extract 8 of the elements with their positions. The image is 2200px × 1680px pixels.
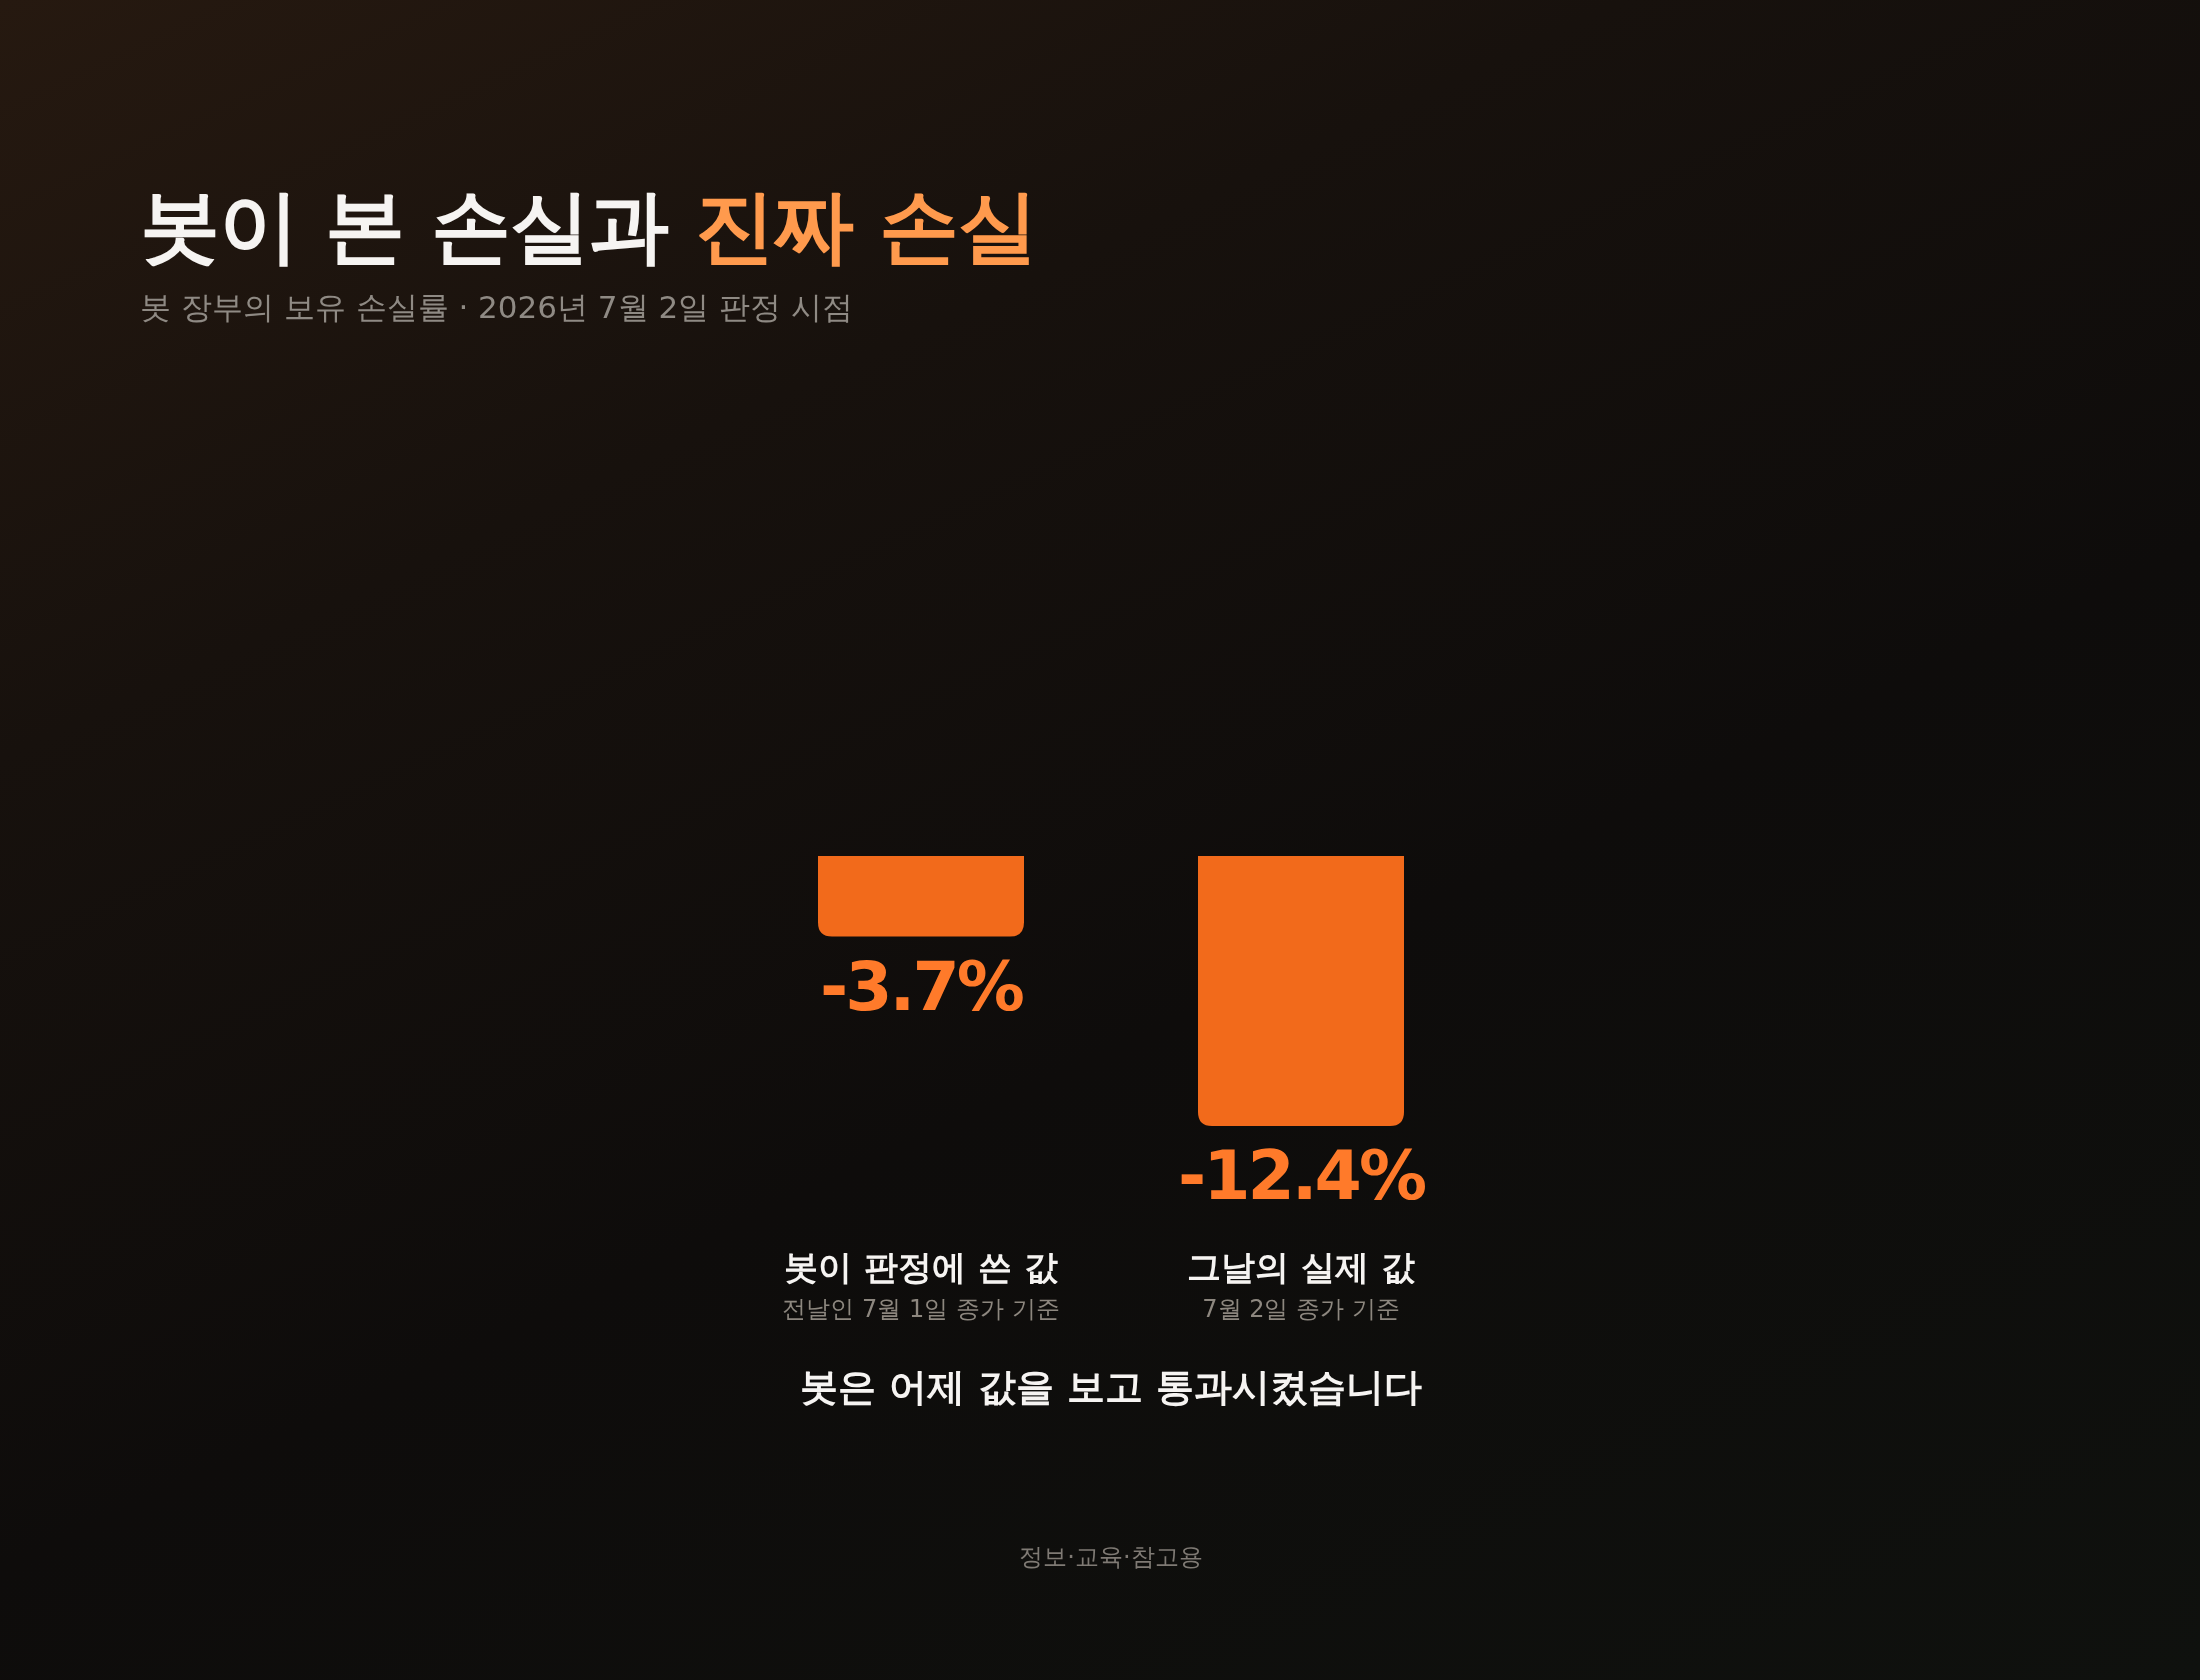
chart-title: 봇이 본 손실과 진짜 손실 bbox=[140, 180, 1038, 273]
x-tick-label: 그날의 실제 값 7월 2일 종가 기준 bbox=[1187, 1247, 1415, 1323]
data-label: -12.4% bbox=[1177, 1136, 1425, 1215]
data-label: -3.7% bbox=[820, 946, 1023, 1026]
chart-subtitle: 봇 장부의 보유 손실률 · 2026년 7월 2일 판정 시점 bbox=[140, 289, 853, 325]
text: 정보·교육·참고용 bbox=[1019, 1543, 1203, 1571]
x-tick-label: 봇이 판정에 쓴 값 전날인 7월 1일 종가 기준 bbox=[782, 1247, 1060, 1323]
text: 봇은 어제 값을 보고 통과시켰습니다 bbox=[799, 1365, 1423, 1409]
